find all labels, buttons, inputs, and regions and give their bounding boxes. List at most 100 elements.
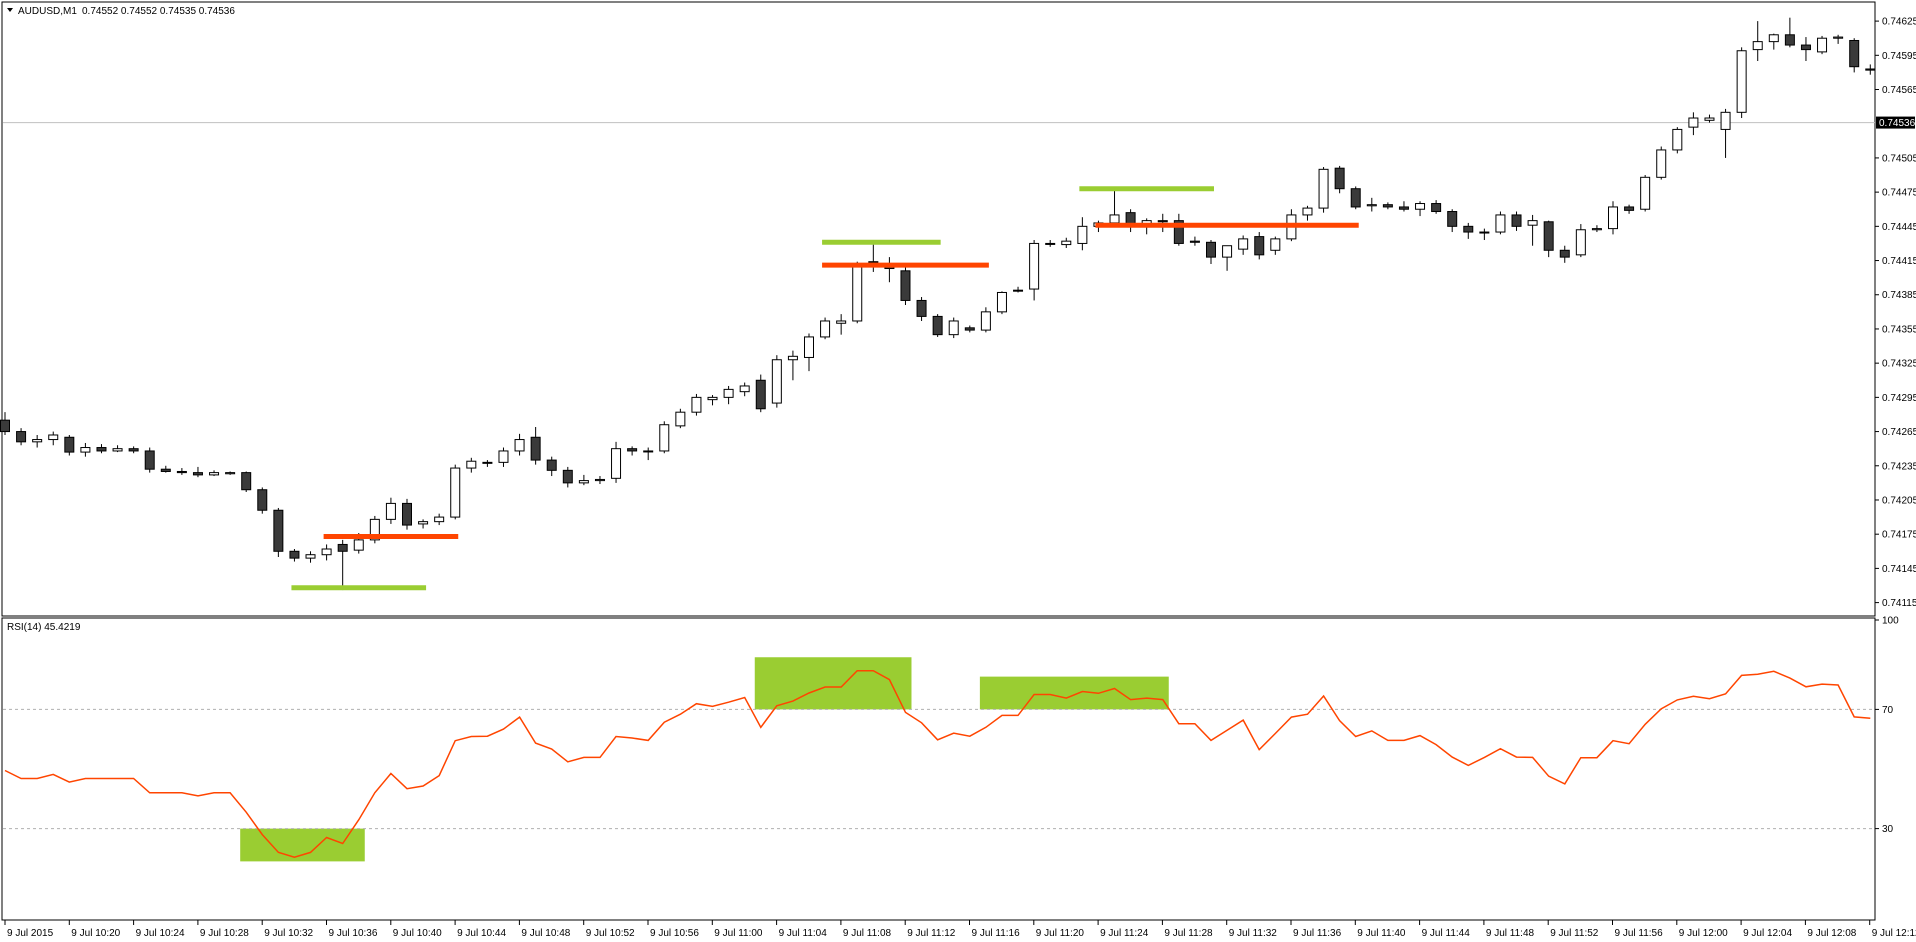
rsi-tick-label: 100 bbox=[1882, 616, 1899, 627]
candle-body-bull bbox=[1077, 225, 1088, 244]
candle bbox=[1366, 197, 1377, 212]
candle bbox=[1398, 201, 1409, 212]
price-tick-label: 0.74355 bbox=[1882, 324, 1916, 335]
candle bbox=[80, 442, 91, 457]
candle-body-bull bbox=[48, 434, 59, 441]
candle-body-bull bbox=[466, 460, 477, 469]
candle bbox=[1206, 240, 1216, 264]
candle-body-bull bbox=[1270, 238, 1281, 251]
rsi-axis: 100 70 30 bbox=[1875, 616, 1899, 835]
time-tick-label: 9 Jul 10:56 bbox=[650, 928, 699, 939]
time-tick-label: 9 Jul 11:24 bbox=[1100, 928, 1149, 939]
candle bbox=[707, 395, 718, 406]
candle-body-bull bbox=[1029, 242, 1040, 290]
candle-body-bull bbox=[385, 502, 396, 520]
candle bbox=[916, 297, 927, 321]
candle-body-bear bbox=[1849, 39, 1860, 68]
candle bbox=[1849, 38, 1860, 73]
candle bbox=[1608, 201, 1618, 235]
price-tick-label: 0.74175 bbox=[1882, 530, 1916, 541]
candle-body-bull bbox=[321, 548, 332, 556]
time-tick-label: 9 Jul 10:24 bbox=[136, 928, 185, 939]
time-tick-label: 9 Jul 11:20 bbox=[1036, 928, 1085, 939]
candle bbox=[96, 444, 107, 454]
candle-body-bull bbox=[820, 320, 831, 338]
candle-body-bull bbox=[450, 467, 461, 518]
candle-body-bear bbox=[128, 448, 139, 452]
candle bbox=[32, 434, 43, 448]
time-tick-label: 9 Jul 11:28 bbox=[1164, 928, 1213, 939]
candle-body-bull bbox=[112, 448, 123, 452]
candle bbox=[1029, 240, 1040, 301]
candle bbox=[450, 464, 461, 520]
candle-body-bull bbox=[948, 320, 959, 336]
candle bbox=[418, 519, 429, 529]
candle-body-bear bbox=[1463, 225, 1474, 233]
time-tick-label: 9 Jul 11:08 bbox=[843, 928, 892, 939]
time-tick-label: 9 Jul 11:16 bbox=[972, 928, 1021, 939]
price-tick-label: 0.74445 bbox=[1882, 222, 1916, 233]
candle bbox=[192, 466, 203, 478]
candle bbox=[1559, 245, 1570, 263]
candles bbox=[0, 17, 1876, 591]
candle bbox=[1270, 236, 1281, 255]
candle-body-bull bbox=[691, 396, 702, 413]
candle bbox=[659, 421, 670, 454]
candle bbox=[739, 382, 750, 397]
candle bbox=[1624, 204, 1635, 214]
candle bbox=[337, 539, 348, 591]
candle bbox=[1077, 217, 1088, 251]
candle-body-bull bbox=[1415, 203, 1426, 210]
candle bbox=[675, 408, 686, 429]
candle bbox=[1479, 228, 1490, 241]
candle bbox=[305, 551, 316, 563]
candle bbox=[482, 460, 493, 467]
candle-body-bull bbox=[659, 424, 670, 452]
candle-body-bear bbox=[530, 436, 541, 461]
candle-body-bull bbox=[707, 396, 718, 401]
triangle-down-icon[interactable] bbox=[7, 8, 13, 12]
candle bbox=[1720, 108, 1731, 158]
candle-body-bear bbox=[241, 472, 252, 491]
candle-body-bear bbox=[1173, 220, 1184, 244]
candle-body-bear bbox=[160, 468, 171, 472]
candle bbox=[1640, 175, 1651, 212]
candle bbox=[225, 471, 236, 475]
time-tick-label: 9 Jul 11:40 bbox=[1357, 928, 1406, 939]
price-tick-label: 0.74415 bbox=[1882, 256, 1916, 267]
candle-body-bear bbox=[1511, 214, 1522, 227]
rsi-zone-0 bbox=[240, 828, 365, 862]
candle bbox=[1591, 225, 1602, 233]
candle bbox=[546, 456, 557, 477]
candle bbox=[48, 431, 59, 446]
candle-body-bull bbox=[804, 336, 814, 358]
candle bbox=[112, 445, 123, 453]
candle-body-bear bbox=[273, 509, 284, 552]
candle bbox=[771, 355, 782, 408]
candle-body-bear bbox=[402, 502, 412, 526]
candle-body-bull bbox=[514, 439, 525, 452]
candle-body-bull bbox=[1688, 117, 1699, 128]
current-price-label: 0.74536 bbox=[1879, 118, 1916, 129]
candle-body-bear bbox=[192, 472, 203, 476]
candle-body-bull bbox=[1817, 37, 1828, 53]
candle-body-bear bbox=[257, 489, 268, 511]
candle bbox=[820, 317, 831, 340]
candle bbox=[385, 497, 396, 524]
time-tick-label: 9 Jul 10:40 bbox=[393, 928, 442, 939]
candle-body-bull bbox=[225, 472, 236, 475]
candle-body-bull bbox=[852, 265, 863, 322]
candle bbox=[787, 350, 798, 381]
rsi-zone-1 bbox=[754, 657, 912, 710]
candle bbox=[1768, 33, 1779, 50]
candle-body-bear bbox=[1447, 211, 1458, 227]
candle bbox=[1013, 286, 1024, 293]
candle-body-bear bbox=[176, 470, 187, 474]
candle-body-bull bbox=[1656, 149, 1667, 178]
candle-body-bear bbox=[16, 431, 27, 443]
candle bbox=[257, 487, 268, 514]
candle bbox=[691, 393, 702, 416]
time-tick-label: 9 Jul 11:12 bbox=[907, 928, 956, 939]
time-tick-label: 9 Jul 10:20 bbox=[71, 928, 120, 939]
